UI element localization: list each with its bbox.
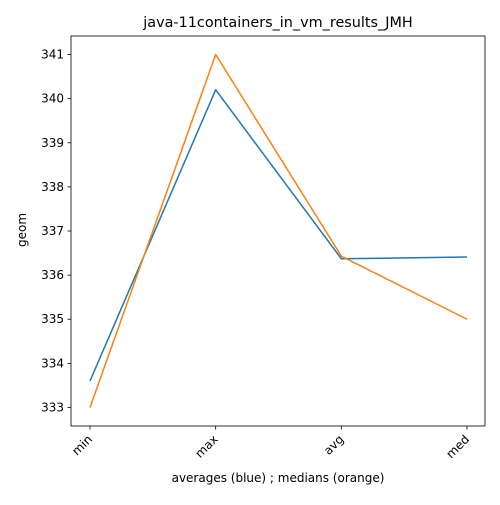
x-tick-label: med — [443, 432, 472, 461]
y-tick-label: 335 — [41, 312, 64, 326]
plot-area: 333 334 335 336 337 338 339 340 341 min max avg med — [41, 35, 486, 461]
y-tick-label: 333 — [41, 400, 64, 414]
y-tick-label: 341 — [41, 48, 64, 62]
x-tick-label: min — [69, 432, 95, 458]
x-tick-label: max — [192, 432, 220, 460]
y-tick-label: 340 — [41, 92, 64, 106]
y-tick-label: 338 — [41, 180, 64, 194]
x-tick-label: avg — [321, 432, 347, 458]
y-tick-label: 337 — [41, 224, 64, 238]
x-axis-label: averages (blue) ; medians (orange) — [172, 471, 385, 485]
y-tick-label: 336 — [41, 268, 64, 282]
plot-frame — [70, 35, 486, 427]
series-line-1 — [89, 89, 468, 382]
y-axis-label: geom — [15, 213, 29, 247]
y-tick-label: 334 — [41, 356, 64, 370]
series-line-2 — [89, 53, 468, 408]
chart-title: java-11containers_in_vm_results_JMH — [142, 15, 412, 31]
y-tick-label: 339 — [41, 136, 64, 150]
